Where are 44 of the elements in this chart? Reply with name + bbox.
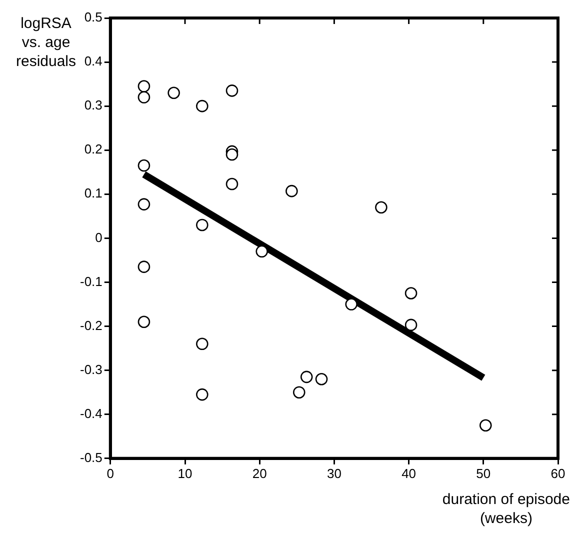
- point: [138, 80, 150, 92]
- point: [404, 287, 418, 300]
- point: [286, 184, 298, 198]
- point: [138, 159, 150, 172]
- x-tick-label: 0: [106, 466, 114, 481]
- x-tick-label: 30: [326, 466, 342, 481]
- point: [196, 100, 208, 112]
- y-tick-label: 0.5: [84, 10, 102, 25]
- point: [226, 178, 238, 190]
- x-axis-title: duration of episode (weeks): [442, 490, 570, 528]
- x-tick-label: 50: [476, 466, 491, 481]
- y-axis-title: logRSA vs. age residuals: [14, 14, 78, 71]
- y-tick-label: 0.1: [84, 186, 102, 201]
- point: [479, 419, 492, 432]
- point: [292, 386, 306, 398]
- x-tick-label: 10: [178, 466, 192, 481]
- y-tick-label: 0.2: [84, 142, 102, 157]
- point: [196, 218, 208, 232]
- point: [404, 318, 418, 332]
- point: [345, 298, 358, 310]
- x-tick-label: 60: [550, 466, 566, 481]
- point: [196, 338, 208, 350]
- x-tick-label: 20: [252, 466, 267, 481]
- point: [168, 86, 180, 100]
- y-tick-label: -0.2: [80, 318, 102, 333]
- point: [138, 260, 150, 273]
- point: [256, 245, 268, 258]
- y-tick-label: -0.1: [80, 274, 102, 289]
- point: [196, 388, 208, 401]
- y-tick-label: -0.3: [80, 362, 102, 377]
- point: [315, 372, 328, 386]
- point: [375, 201, 388, 214]
- y-tick-label: -0.5: [80, 450, 102, 465]
- point: [138, 198, 150, 210]
- point: [300, 370, 313, 384]
- point: [226, 148, 238, 161]
- point: [226, 84, 238, 97]
- point: [138, 91, 150, 104]
- x-tick-label: 40: [402, 466, 416, 481]
- point: [138, 316, 150, 328]
- y-tick-label: 0.4: [84, 54, 102, 69]
- y-tick-label: 0.3: [84, 98, 102, 113]
- y-tick-label: 0: [95, 230, 102, 245]
- y-tick-label: -0.4: [80, 406, 102, 421]
